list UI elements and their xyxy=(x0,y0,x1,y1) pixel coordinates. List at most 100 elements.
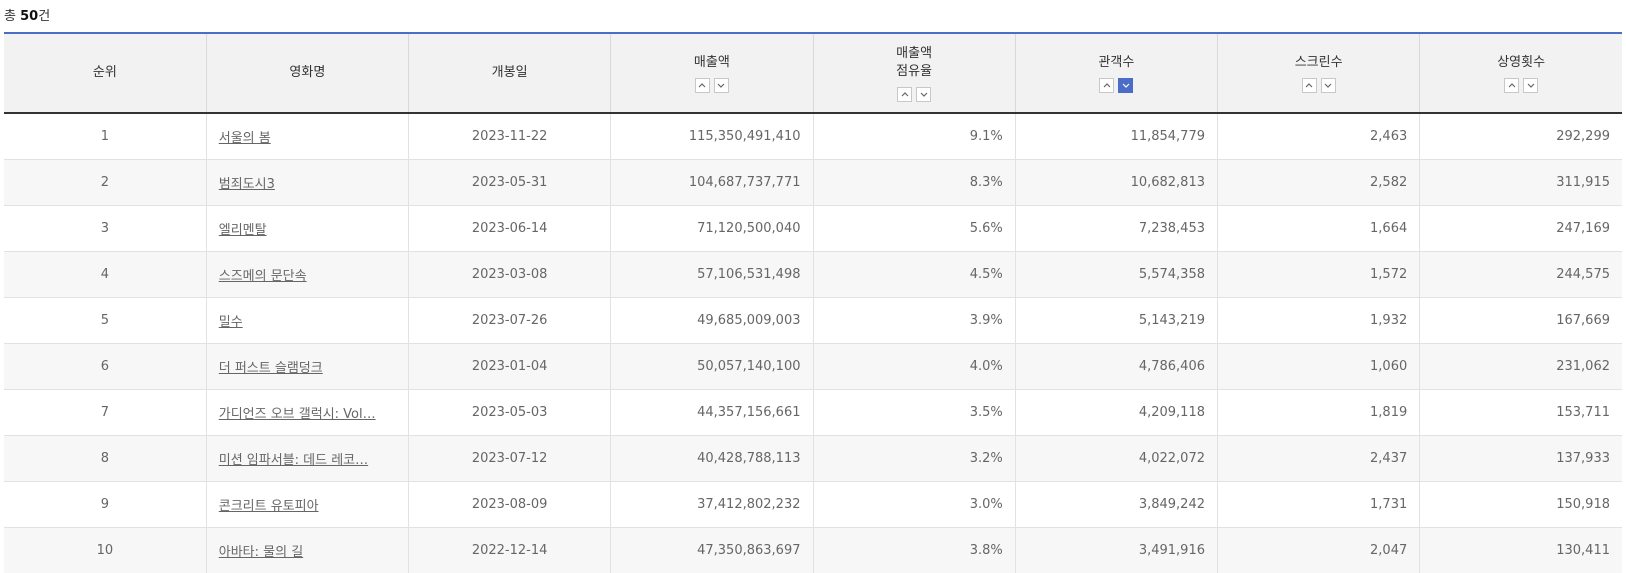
movie-title-link[interactable]: 미션 임파서블: 데드 레코… xyxy=(218,452,369,468)
sort-controls xyxy=(1218,77,1419,93)
table-row: 3 엘리멘탈 2023-06-14 71,120,500,040 5.6% 7,238,4… xyxy=(4,205,1622,252)
audience-cell: 10,682,813 xyxy=(1014,159,1218,206)
table-row: 8 미션 임파서블: 데드 레코… 2023-07-12 40,428,788,113… xyxy=(4,435,1622,482)
audience-cell: 4,786,406 xyxy=(1014,343,1218,390)
movie-title-link[interactable]: 더 퍼스트 슬램덩크 xyxy=(218,360,323,376)
table-row: 9 콘크리트 유토피아 2023-08-09 37,412,802,232 3.0% 3,… xyxy=(4,481,1622,528)
shows-cell: 244,575 xyxy=(1419,251,1622,298)
movie-title-cell: 더 퍼스트 슬램덩크 xyxy=(205,343,409,390)
screens-cell: 2,582 xyxy=(1216,159,1420,206)
release-date-cell: 2023-11-22 xyxy=(407,113,611,160)
column-header-label: 상영횟수 xyxy=(1497,54,1546,70)
column-header-label: 관객수 xyxy=(1098,54,1135,70)
column-header-label: 개봉일 xyxy=(491,65,528,80)
table-row: 10 아바타: 물의 길 2022-12-14 47,350,863,697 3.8% 3… xyxy=(4,527,1622,573)
shows-cell: 231,062 xyxy=(1419,343,1622,390)
sales-share-cell: 9.1% xyxy=(812,113,1016,160)
chevron-down-icon xyxy=(717,83,725,88)
screens-cell: 1,572 xyxy=(1216,251,1420,298)
audience-cell: 3,849,242 xyxy=(1014,481,1218,528)
release-date-cell: 2023-05-31 xyxy=(407,159,611,206)
sales-cell: 37,412,802,232 xyxy=(610,481,813,528)
sales-cell: 40,428,788,113 xyxy=(610,435,813,482)
movie-title-cell: 가디언즈 오브 갤럭시: Vol… xyxy=(205,389,409,436)
table-header-row: 순위 영화명 개봉일 매출액 매출액 점유율 관객수 스크린수 상영횟수 xyxy=(4,34,1622,114)
screens-cell: 1,664 xyxy=(1216,205,1420,252)
audience-cell: 11,854,779 xyxy=(1014,113,1218,160)
chevron-down-icon xyxy=(1324,83,1332,88)
sort-controls xyxy=(1420,77,1622,93)
release-date-cell: 2023-07-26 xyxy=(407,297,611,344)
audience-cell: 3,491,916 xyxy=(1014,527,1218,573)
result-count-number: 50 xyxy=(20,9,39,24)
sort-descending-screens-button[interactable] xyxy=(1320,77,1336,93)
column-header-sales-share: 매출액 점유율 xyxy=(812,34,1016,114)
sort-ascending-sales-button[interactable] xyxy=(694,77,710,93)
audience-cell: 5,574,358 xyxy=(1014,251,1218,298)
movie-title-cell: 미션 임파서블: 데드 레코… xyxy=(205,435,409,482)
release-date-cell: 2023-03-08 xyxy=(407,251,611,298)
sales-cell: 115,350,491,410 xyxy=(610,113,813,160)
sales-share-cell: 4.5% xyxy=(812,251,1016,298)
column-header-shows: 상영횟수 xyxy=(1419,34,1622,114)
chevron-up-icon xyxy=(698,82,706,87)
rank-cell: 5 xyxy=(4,297,207,344)
column-header-screens: 스크린수 xyxy=(1216,34,1420,114)
movie-title-link[interactable]: 아바타: 물의 길 xyxy=(218,544,304,560)
movie-title-link[interactable]: 콘크리트 유토피아 xyxy=(218,498,319,514)
table-row: 1 서울의 봄 2023-11-22 115,350,491,410 9.1% 11,85… xyxy=(4,113,1622,160)
shows-cell: 130,411 xyxy=(1419,527,1622,573)
release-date-cell: 2023-08-09 xyxy=(407,481,611,528)
sort-ascending-sales-share-button[interactable] xyxy=(897,86,913,102)
sort-ascending-screens-button[interactable] xyxy=(1301,77,1317,93)
rank-cell: 8 xyxy=(4,435,207,482)
column-header-rank: 순위 xyxy=(4,34,207,114)
audience-cell: 4,022,072 xyxy=(1014,435,1218,482)
box-office-table-container: 순위 영화명 개봉일 매출액 매출액 점유율 관객수 스크린수 상영횟수 1 서울의 봄 2023-… xyxy=(4,32,1622,573)
column-header-label: 스크린수 xyxy=(1294,54,1343,70)
sort-ascending-audience-button[interactable] xyxy=(1099,77,1115,93)
table-row: 7 가디언즈 오브 갤럭시: Vol… 2023-05-03 44,357,156,6… xyxy=(4,389,1622,436)
sort-descending-sales-share-button[interactable] xyxy=(916,86,932,102)
movie-title-cell: 스즈메의 문단속 xyxy=(205,251,409,298)
sort-controls xyxy=(611,77,812,93)
release-date-cell: 2023-07-12 xyxy=(407,435,611,482)
column-header-sales: 매출액 xyxy=(610,34,813,114)
movie-title-link[interactable]: 가디언즈 오브 갤럭시: Vol… xyxy=(218,406,376,422)
sort-descending-shows-button[interactable] xyxy=(1523,77,1539,93)
chevron-down-icon xyxy=(920,92,928,97)
movie-title-link[interactable]: 밀수 xyxy=(218,314,243,330)
audience-cell: 4,209,118 xyxy=(1014,389,1218,436)
rank-cell: 4 xyxy=(4,251,207,298)
movie-title-link[interactable]: 범죄도시3 xyxy=(218,176,275,192)
column-header-label: 매출액 xyxy=(896,45,933,61)
rank-cell: 2 xyxy=(4,159,207,206)
movie-title-cell: 엘리멘탈 xyxy=(205,205,409,252)
release-date-cell: 2022-12-14 xyxy=(407,527,611,573)
movie-title-link[interactable]: 스즈메의 문단속 xyxy=(218,268,307,284)
sort-ascending-shows-button[interactable] xyxy=(1504,77,1520,93)
result-count-suffix: 건 xyxy=(38,9,51,24)
chevron-up-icon xyxy=(1508,82,1516,87)
column-header-audience: 관객수 xyxy=(1014,34,1218,114)
movie-title-cell: 아바타: 물의 길 xyxy=(205,527,409,573)
table-row: 2 범죄도시3 2023-05-31 104,687,737,771 8.3% 10,68… xyxy=(4,159,1622,206)
sales-cell: 50,057,140,100 xyxy=(610,343,813,390)
shows-cell: 247,169 xyxy=(1419,205,1622,252)
sales-share-cell: 3.9% xyxy=(812,297,1016,344)
sales-share-cell: 3.0% xyxy=(812,481,1016,528)
sort-descending-sales-button[interactable] xyxy=(713,77,729,93)
movie-title-link[interactable]: 엘리멘탈 xyxy=(218,222,267,238)
shows-cell: 153,711 xyxy=(1419,389,1622,436)
audience-cell: 5,143,219 xyxy=(1014,297,1218,344)
rank-cell: 6 xyxy=(4,343,207,390)
chevron-up-icon xyxy=(1103,82,1111,87)
box-office-table: 순위 영화명 개봉일 매출액 매출액 점유율 관객수 스크린수 상영횟수 1 서울의 봄 2023-… xyxy=(4,34,1622,573)
result-count: 총 50건 xyxy=(4,6,50,28)
sort-descending-audience-button[interactable] xyxy=(1118,77,1134,93)
rank-cell: 10 xyxy=(4,527,207,573)
column-header-label: 영화명 xyxy=(289,65,326,80)
movie-title-cell: 범죄도시3 xyxy=(205,159,409,206)
movie-title-link[interactable]: 서울의 봄 xyxy=(218,130,271,146)
movie-title-cell: 콘크리트 유토피아 xyxy=(205,481,409,528)
